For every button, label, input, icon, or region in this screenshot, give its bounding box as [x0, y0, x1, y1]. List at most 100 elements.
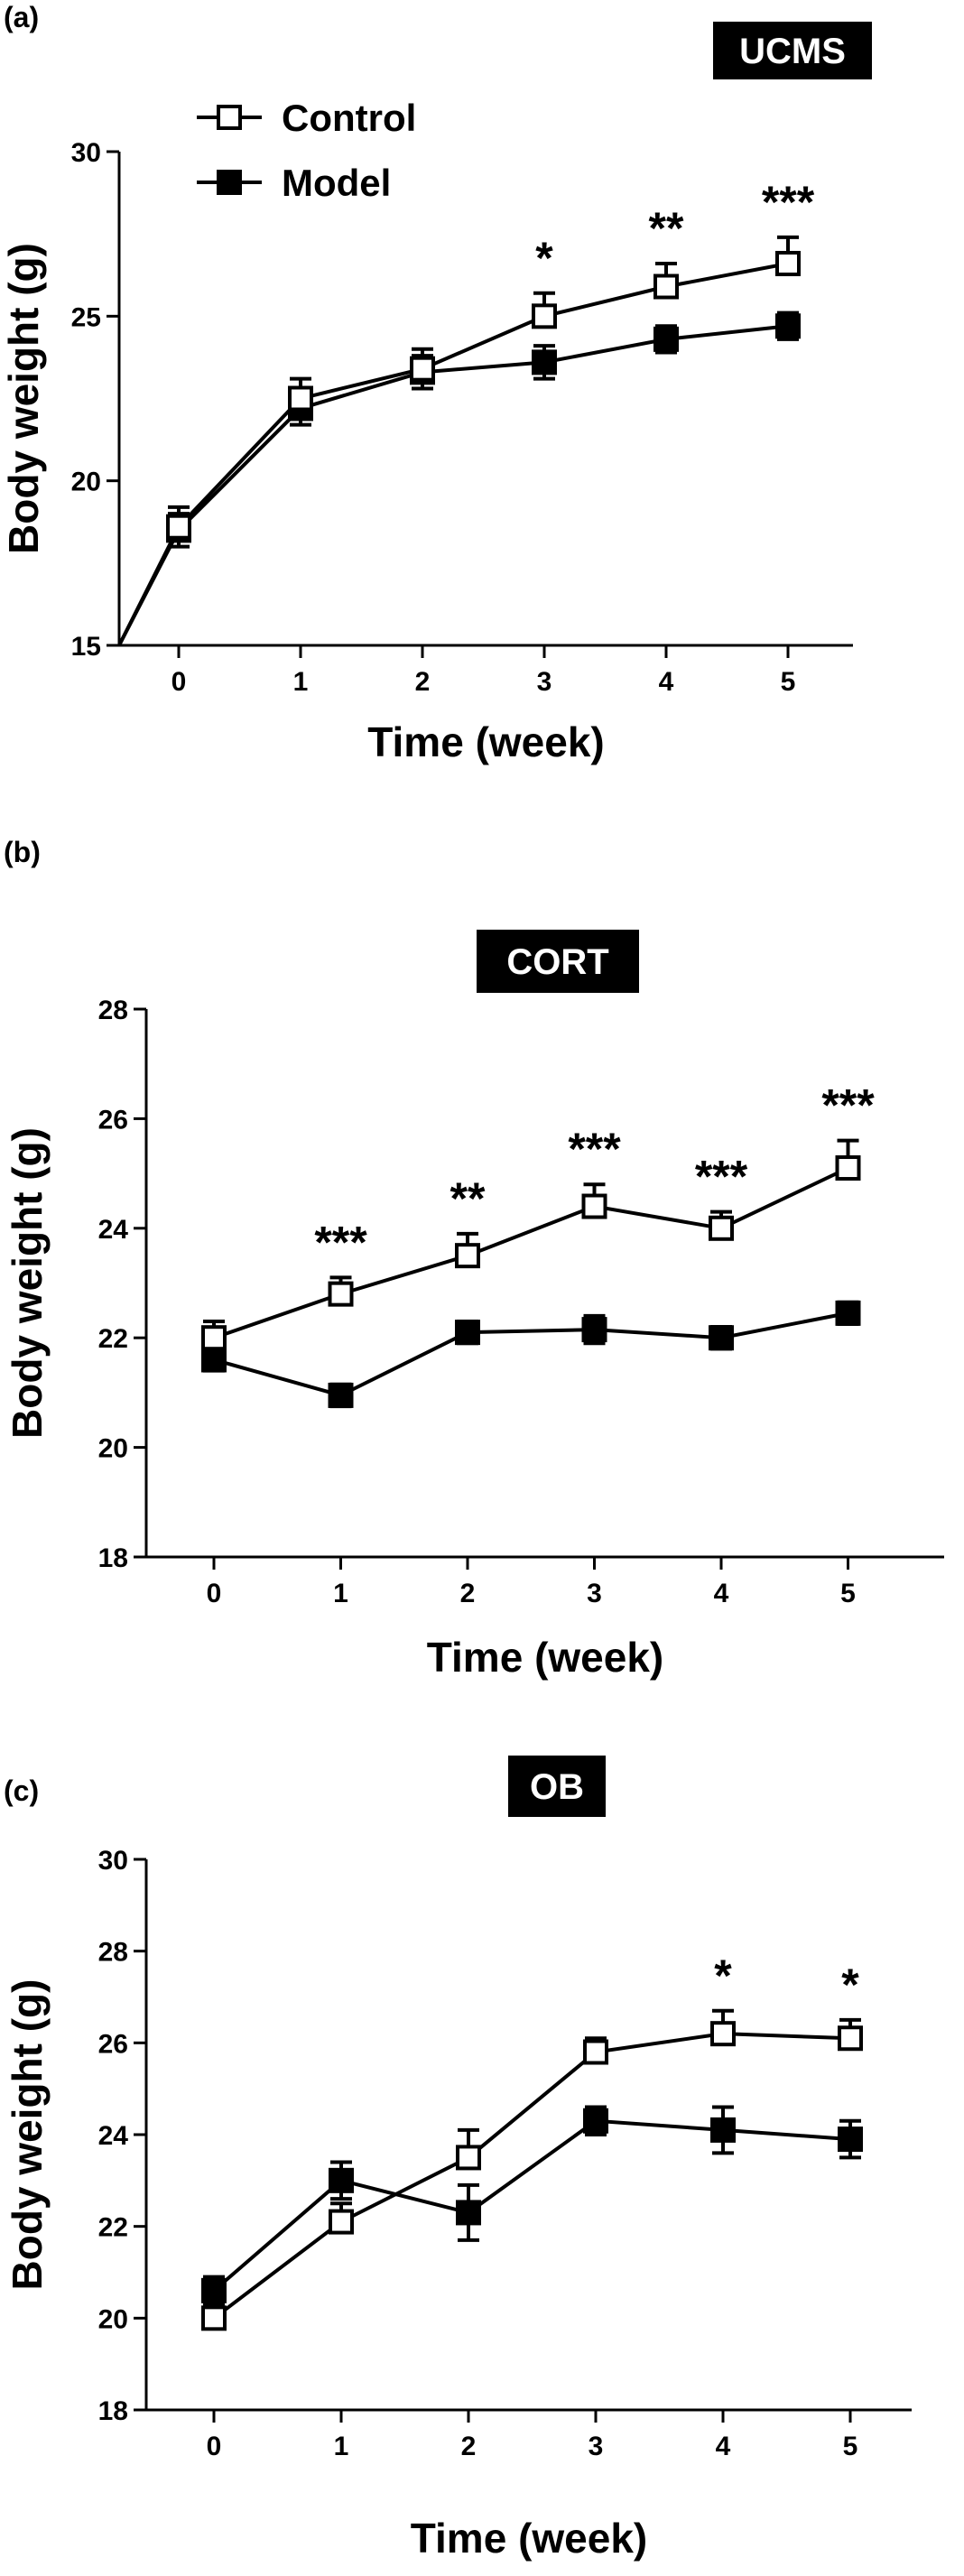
y-tick-label: 25: [71, 302, 101, 332]
chart-title: OB: [530, 1767, 584, 1807]
data-point-model: [775, 313, 801, 339]
y-axis-title: Body weight (g): [4, 1127, 51, 1439]
y-tick-label: 20: [98, 2304, 128, 2334]
data-point-control: [455, 1243, 480, 1269]
y-tick-label: 30: [71, 138, 101, 168]
data-point-model: [201, 1347, 227, 1373]
chart-title: UCMS: [739, 32, 846, 71]
data-point-control: [329, 2209, 354, 2235]
data-point-model: [709, 1325, 734, 1351]
data-point-control: [410, 356, 435, 382]
data-point-model: [201, 2277, 227, 2303]
series-line-model: [213, 1311, 848, 1398]
y-tick-label: 28: [98, 996, 128, 1025]
x-tick-label: 4: [714, 1579, 729, 1608]
significance-mark: *: [841, 1960, 859, 2010]
y-tick-label: 28: [98, 1938, 128, 1968]
data-point-control: [583, 2039, 608, 2065]
y-tick-label: 26: [98, 1105, 128, 1135]
data-point-model: [583, 2108, 608, 2134]
x-tick-label: 4: [716, 2432, 731, 2461]
chart-panel-3: (c) OB 18 20 22 24 26 28 30 0 1 2 3 4 5 Time (week) Body…: [4, 1756, 912, 2562]
data-point-model: [328, 1382, 354, 1408]
series-line-control: [117, 262, 789, 646]
y-tick-label: 26: [98, 2029, 128, 2059]
y-axis-title: Body weight (g): [0, 243, 47, 554]
x-tick-label: 5: [781, 667, 796, 697]
significance-mark: *: [535, 233, 553, 283]
x-tick-label: 1: [334, 2432, 349, 2461]
chart-title: CORT: [506, 942, 608, 982]
data-point-control: [532, 303, 557, 329]
significance-mark: *: [714, 1951, 732, 2001]
x-tick-label: 1: [333, 1579, 348, 1608]
x-axis-title: Time (week): [411, 2515, 647, 2562]
data-point-model: [835, 1300, 861, 1326]
significance-mark: **: [450, 1173, 486, 1224]
data-point-control: [201, 2305, 227, 2331]
x-tick-label: 5: [843, 2432, 858, 2461]
y-tick-label: 20: [71, 468, 101, 497]
significance-mark: ***: [821, 1080, 875, 1131]
data-point-model: [455, 1320, 480, 1346]
significance-mark: ***: [695, 1152, 748, 1202]
x-tick-label: 3: [587, 1579, 602, 1608]
data-point-model: [532, 349, 557, 375]
data-point-control: [166, 514, 191, 540]
x-tick-label: 5: [840, 1579, 856, 1608]
significance-mark: ***: [762, 177, 815, 227]
x-tick-label: 4: [659, 667, 674, 697]
title-box: [477, 930, 639, 993]
data-point-control: [328, 1281, 354, 1307]
data-point-model: [653, 326, 679, 352]
y-tick-label: 15: [71, 632, 101, 662]
significance-mark: **: [649, 203, 684, 254]
data-point-model: [581, 1317, 607, 1343]
data-point-control: [288, 385, 313, 412]
data-point-control: [201, 1325, 227, 1351]
y-axis-title: Body weight (g): [4, 1979, 51, 2291]
x-tick-label: 2: [415, 667, 431, 697]
series-line-control: [212, 2032, 851, 2320]
data-point-control: [838, 2025, 863, 2052]
data-point-control: [710, 2021, 736, 2047]
data-point-control: [581, 1193, 607, 1219]
y-tick-label: 24: [98, 2121, 129, 2151]
legend-marker: [217, 105, 242, 130]
y-tick-label: 24: [98, 1215, 129, 1245]
y-tick-label: 18: [98, 2396, 128, 2426]
y-tick-label: 18: [98, 1543, 128, 1573]
legend: Control Model: [197, 97, 416, 204]
data-point-model: [329, 2167, 354, 2193]
data-point-model: [456, 2200, 481, 2226]
x-axis-title: Time (week): [367, 718, 604, 765]
data-point-control: [653, 273, 679, 300]
chart-panel-2: (b) CORT 18 20 22 24 26 28 0 1 2 3 4 5 Time (week) Body…: [4, 836, 944, 1681]
legend-label: Model: [282, 162, 391, 204]
panel-label: (c): [4, 1774, 39, 1807]
x-tick-label: 3: [589, 2432, 604, 2461]
data-point-control: [456, 2145, 481, 2171]
x-tick-label: 0: [207, 1579, 222, 1608]
x-tick-label: 0: [207, 2432, 222, 2461]
data-point-model: [838, 2127, 863, 2153]
x-axis-title: Time (week): [427, 1634, 663, 1681]
y-tick-label: 22: [98, 1324, 128, 1354]
legend-label: Control: [282, 97, 416, 139]
significance-mark: ***: [314, 1217, 367, 1267]
y-tick-label: 30: [98, 1846, 128, 1876]
title-box: [713, 22, 872, 79]
y-tick-label: 22: [98, 2213, 128, 2243]
series-line-control: [213, 1166, 849, 1340]
series-line-model: [212, 2118, 851, 2293]
panel-label: (a): [4, 1, 39, 33]
legend-marker: [217, 170, 242, 195]
x-tick-label: 2: [461, 2432, 477, 2461]
y-tick-label: 20: [98, 1434, 128, 1464]
x-tick-label: 0: [171, 667, 187, 697]
data-point-control: [835, 1155, 861, 1181]
data-point-control: [775, 250, 801, 276]
x-tick-label: 3: [537, 667, 552, 697]
panel-label: (b): [4, 836, 41, 868]
